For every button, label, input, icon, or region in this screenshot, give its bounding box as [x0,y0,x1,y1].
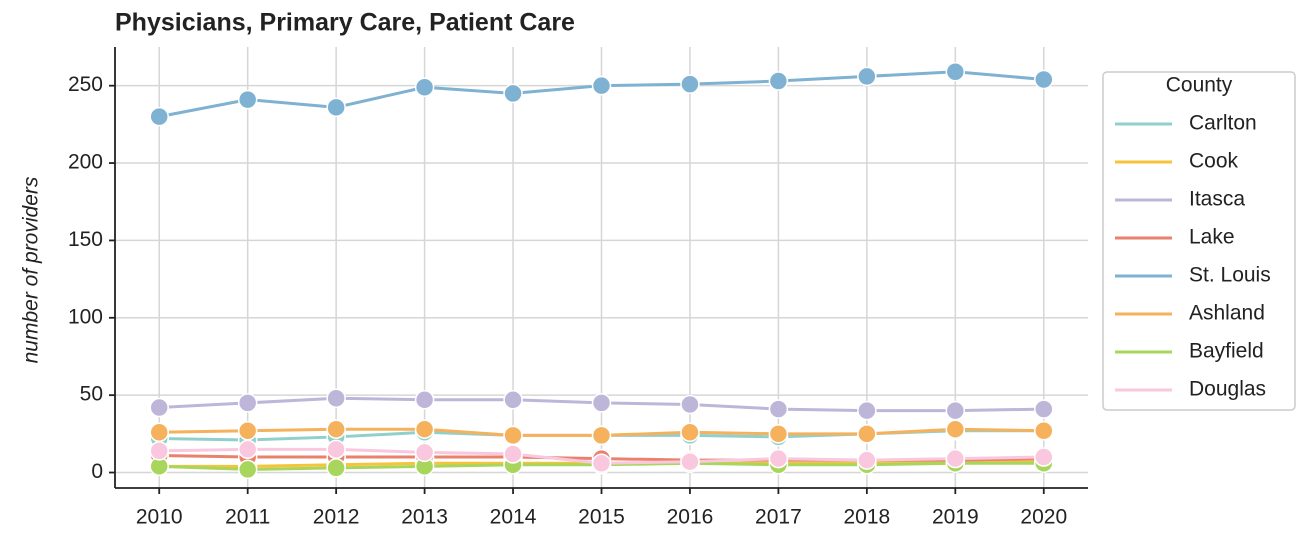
x-tick-label: 2014 [490,506,537,529]
x-tick-label: 2018 [844,506,891,529]
data-point [680,451,700,472]
x-tick-label: 2012 [313,506,360,529]
x-tick-label: 2017 [755,506,802,529]
legend-label: Itasca [1189,188,1245,211]
legend-box [1102,71,1296,411]
legend-label: Lake [1189,226,1235,249]
data-point [857,400,877,421]
data-point [591,75,612,96]
data-point [768,448,789,469]
data-point [768,424,789,444]
legend-title: County [1166,74,1233,97]
data-point [237,420,258,441]
data-point [680,74,700,94]
data-point [149,422,169,443]
data-point [857,424,877,444]
data-point [591,425,612,446]
legend-label: Douglas [1189,378,1266,401]
y-tick-label: 0 [91,460,103,483]
legend-label: Ashland [1189,302,1265,325]
data-point [414,442,435,463]
data-point [149,441,169,461]
y-axis-label: number of providers [20,176,43,363]
data-point [149,397,169,418]
x-tick-label: 2011 [225,506,270,529]
data-point [149,106,169,127]
data-point [503,83,523,104]
data-point [237,89,258,110]
data-point [1034,69,1054,90]
data-point [857,450,877,470]
data-point [591,453,612,473]
y-tick-label: 250 [68,73,103,96]
y-tick-label: 50 [80,383,103,406]
x-tick-label: 2016 [667,506,714,529]
y-tick-label: 100 [68,305,103,328]
x-tick-label: 2013 [401,506,448,529]
chart-title: Physicians, Primary Care, Patient Care [115,9,575,37]
x-tick-label: 2010 [136,506,183,529]
data-point [414,390,435,410]
x-tick-label: 2019 [932,506,979,529]
data-point [237,393,258,413]
data-point [768,399,789,419]
data-point [326,458,346,478]
data-point [414,77,435,97]
data-point [503,425,523,446]
legend-label: Carlton [1189,112,1257,135]
data-point [414,419,435,439]
data-point [326,388,346,409]
data-point [1034,420,1054,441]
data-point [326,439,346,460]
legend-label: Cook [1189,150,1239,173]
y-tick-label: 200 [68,151,103,174]
data-point [768,71,789,91]
legend-label: St. Louis [1189,264,1271,287]
data-point [237,439,258,460]
x-tick-label: 2015 [578,506,625,529]
data-point [503,390,523,410]
legend-label: Bayfield [1189,340,1264,363]
x-tick-label: 2020 [1020,506,1067,529]
data-point [591,393,612,413]
y-tick-label: 150 [68,228,103,251]
data-point [857,66,877,87]
data-point [326,419,346,439]
data-point [680,422,700,443]
data-point [1034,447,1054,467]
data-point [945,419,966,439]
data-point [945,400,966,421]
data-point [1034,399,1054,419]
data-point [326,97,346,118]
data-point [945,448,966,469]
data-point [503,444,523,464]
data-point [945,62,966,82]
data-point [680,394,700,415]
data-point [237,459,258,480]
